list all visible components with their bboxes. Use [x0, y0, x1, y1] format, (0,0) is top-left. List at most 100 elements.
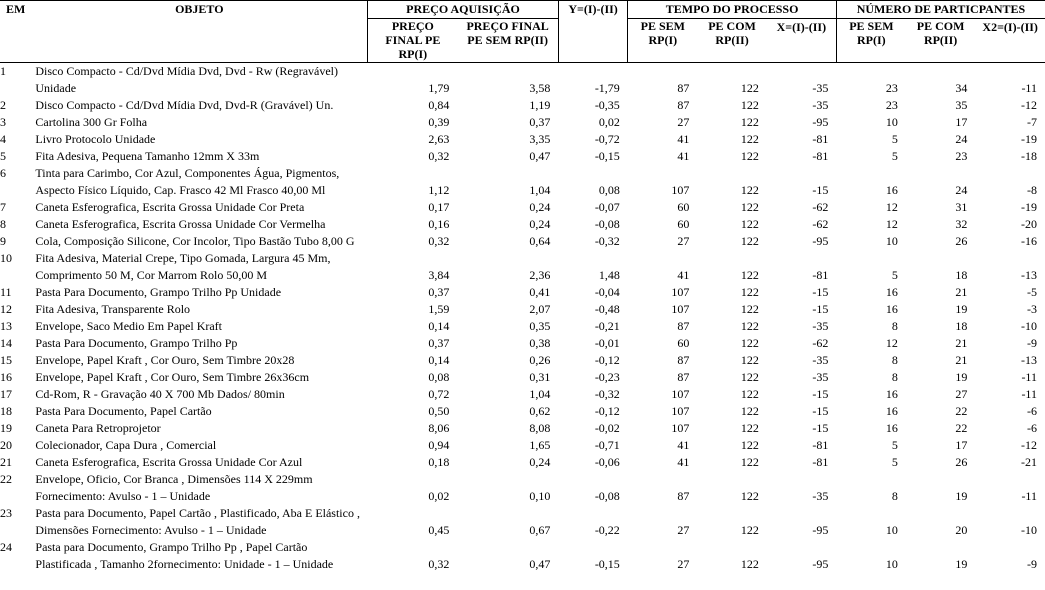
cell: Fita Adesiva, Pequena Tamanho 12mm X 33m	[31, 148, 367, 165]
cell: 3,84	[368, 267, 458, 284]
cell: 0,94	[368, 437, 458, 454]
cell: 107	[628, 420, 698, 437]
header-n2: PE COM RP(II)	[906, 19, 976, 63]
cell: 5	[836, 267, 906, 284]
table-body: 1Disco Compacto - Cd/Dvd Mídia Dvd, Dvd …	[0, 63, 1045, 574]
cell: -0,01	[558, 335, 628, 352]
cell: -62	[767, 199, 837, 216]
cell	[697, 250, 767, 267]
cell	[975, 165, 1045, 182]
cell: 2,36	[457, 267, 558, 284]
cell: 15	[0, 352, 31, 369]
cell: -0,22	[558, 522, 628, 539]
cell	[558, 250, 628, 267]
cell: -21	[975, 454, 1045, 471]
cell	[0, 182, 31, 199]
cell: Cola, Composição Silicone, Cor Incolor, …	[31, 233, 367, 250]
cell: Envelope, Saco Medio Em Papel Kraft	[31, 318, 367, 335]
header-objeto: OBJETO	[31, 1, 367, 63]
header-item: EM	[0, 1, 31, 63]
cell: 27	[628, 233, 698, 250]
cell: 19	[906, 556, 976, 573]
cell: -35	[767, 352, 837, 369]
cell: -0,15	[558, 148, 628, 165]
cell: 0,18	[368, 454, 458, 471]
cell	[906, 505, 976, 522]
cell: 1,79	[368, 80, 458, 97]
cell: 87	[628, 318, 698, 335]
cell: -95	[767, 556, 837, 573]
cell: 122	[697, 97, 767, 114]
cell: 10	[0, 250, 31, 267]
cell: 16	[836, 182, 906, 199]
cell: 8,08	[457, 420, 558, 437]
data-table: EM OBJETO PREÇO AQUISIÇÃO Y=(I)-(II) TEM…	[0, 0, 1045, 573]
cell	[368, 539, 458, 556]
cell: 2	[0, 97, 31, 114]
cell: -13	[975, 352, 1045, 369]
cell	[0, 522, 31, 539]
cell: 5	[836, 437, 906, 454]
cell: 20	[906, 522, 976, 539]
table-row: Comprimento 50 M, Cor Marrom Rolo 50,00 …	[0, 267, 1045, 284]
cell: Tinta para Carimbo, Cor Azul, Componente…	[31, 165, 367, 182]
cell: -35	[767, 369, 837, 386]
cell: 60	[628, 335, 698, 352]
header-group-participantes: NÚMERO DE PARTICPANTES	[836, 1, 1045, 19]
header-p1: PREÇO FINAL PE RP(I)	[368, 19, 458, 63]
table-row: 10Fita Adesiva, Material Crepe, Tipo Gom…	[0, 250, 1045, 267]
cell: -0,72	[558, 131, 628, 148]
cell: 1,04	[457, 182, 558, 199]
cell: -15	[767, 301, 837, 318]
cell: -81	[767, 148, 837, 165]
table-row: 24Pasta para Documento, Grampo Trilho Pp…	[0, 539, 1045, 556]
cell	[975, 63, 1045, 81]
cell: -15	[767, 182, 837, 199]
cell: -0,15	[558, 556, 628, 573]
cell: 8	[836, 352, 906, 369]
cell: 17	[906, 437, 976, 454]
cell: 122	[697, 216, 767, 233]
cell	[975, 471, 1045, 488]
cell: 107	[628, 284, 698, 301]
cell: -0,48	[558, 301, 628, 318]
cell: 0,31	[457, 369, 558, 386]
cell: -12	[975, 437, 1045, 454]
cell: 0,47	[457, 556, 558, 573]
cell	[368, 250, 458, 267]
cell: 0,64	[457, 233, 558, 250]
header-x2: X2=(I)-(II)	[975, 19, 1045, 63]
cell: 17	[906, 114, 976, 131]
cell	[767, 539, 837, 556]
table-row: 1Disco Compacto - Cd/Dvd Mídia Dvd, Dvd …	[0, 63, 1045, 81]
header-t2: PE COM RP(II)	[697, 19, 767, 63]
cell: -5	[975, 284, 1045, 301]
cell: 122	[697, 488, 767, 505]
cell: 12	[836, 335, 906, 352]
cell: -11	[975, 386, 1045, 403]
cell: 2,63	[368, 131, 458, 148]
cell: 16	[0, 369, 31, 386]
cell: -0,32	[558, 386, 628, 403]
cell: 24	[906, 182, 976, 199]
cell: Pasta para Documento, Grampo Trilho Pp ,…	[31, 539, 367, 556]
cell: 0,14	[368, 318, 458, 335]
cell: -0,23	[558, 369, 628, 386]
cell: 87	[628, 352, 698, 369]
header-group-tempo: TEMPO DO PROCESSO	[628, 1, 837, 19]
cell: Caneta Esferografica, Escrita Grossa Uni…	[31, 216, 367, 233]
cell	[697, 63, 767, 81]
cell: 10	[836, 114, 906, 131]
cell: Caneta Esferografica, Escrita Grossa Uni…	[31, 454, 367, 471]
cell: 34	[906, 80, 976, 97]
cell: Cartolina 300 Gr Folha	[31, 114, 367, 131]
cell	[836, 250, 906, 267]
table-row: Unidade1,793,58-1,7987122-352334-11	[0, 80, 1045, 97]
cell: 0,84	[368, 97, 458, 114]
cell: 122	[697, 556, 767, 573]
cell: 1,04	[457, 386, 558, 403]
cell: 7	[0, 199, 31, 216]
cell: 8	[836, 318, 906, 335]
cell: -0,06	[558, 454, 628, 471]
cell: 0,62	[457, 403, 558, 420]
